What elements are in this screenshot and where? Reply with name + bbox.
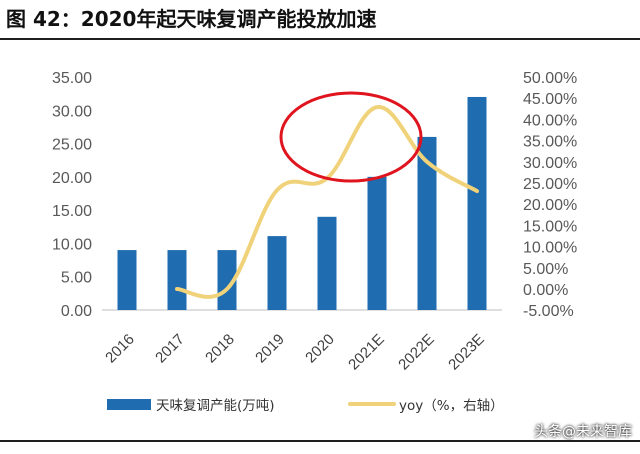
bar <box>367 176 387 310</box>
legend-bar-label: 天味复调产能(万吨) <box>156 397 275 414</box>
right-axis: -5.00% 0.00% 5.00% 10.00% 15.00% 20.00% 25.00%… <box>523 70 577 320</box>
x-tick-label: 2020 <box>302 331 338 367</box>
bar <box>267 236 287 310</box>
bar-series <box>117 96 487 310</box>
x-axis: 2016 2017 2018 2019 2020 2021E 2022E 2023E <box>102 331 488 374</box>
right-tick-label: 30.00% <box>523 155 577 172</box>
legend: 天味复调产能(万吨) yoy（%，右轴） <box>107 397 504 414</box>
right-tick-label: 40.00% <box>523 112 577 129</box>
x-tick-label: 2017 <box>152 331 188 367</box>
right-tick-label: 15.00% <box>523 218 577 235</box>
left-tick-label: 20.00 <box>52 170 92 187</box>
bar <box>417 136 437 310</box>
title-divider <box>0 38 640 40</box>
watermark: 头条@未来智库 <box>534 424 632 440</box>
left-axis: 0.00 5.00 10.00 15.00 20.00 25.00 30.00 35.00 <box>52 70 92 320</box>
highlight-ellipse <box>279 91 423 183</box>
bar <box>467 96 487 310</box>
x-tick-label: 2023E <box>445 331 488 374</box>
right-tick-label: 45.00% <box>523 91 577 108</box>
left-tick-label: 25.00 <box>52 137 92 154</box>
footer-divider <box>0 440 640 442</box>
bar <box>117 250 137 310</box>
left-tick-label: 15.00 <box>52 203 92 220</box>
right-tick-label: 20.00% <box>523 197 577 214</box>
left-tick-label: 5.00 <box>61 270 92 287</box>
right-tick-label: 5.00% <box>523 261 568 278</box>
left-tick-label: 30.00 <box>52 103 92 120</box>
right-tick-label: 10.00% <box>523 240 577 257</box>
right-tick-label: 25.00% <box>523 176 577 193</box>
left-tick-label: 10.00 <box>52 236 92 253</box>
legend-bar-swatch <box>107 399 151 410</box>
x-tick-label: 2021E <box>345 331 388 374</box>
x-tick-label: 2022E <box>395 331 438 374</box>
x-tick-label: 2016 <box>102 331 138 367</box>
x-tick-label: 2018 <box>202 331 238 367</box>
legend-line-label: yoy（%，右轴） <box>399 398 504 414</box>
left-tick-label: 35.00 <box>52 70 92 87</box>
left-tick-label: 0.00 <box>61 303 92 320</box>
right-tick-label: 50.00% <box>523 70 577 87</box>
bar <box>317 216 337 310</box>
chart-title: 图 42：2020年起天味复调产能投放加速 <box>6 7 377 31</box>
right-tick-label: 35.00% <box>523 134 577 151</box>
bar <box>167 250 187 310</box>
right-tick-label: 0.00% <box>523 282 568 299</box>
x-tick-label: 2019 <box>252 331 288 367</box>
right-tick-label: -5.00% <box>523 303 574 320</box>
